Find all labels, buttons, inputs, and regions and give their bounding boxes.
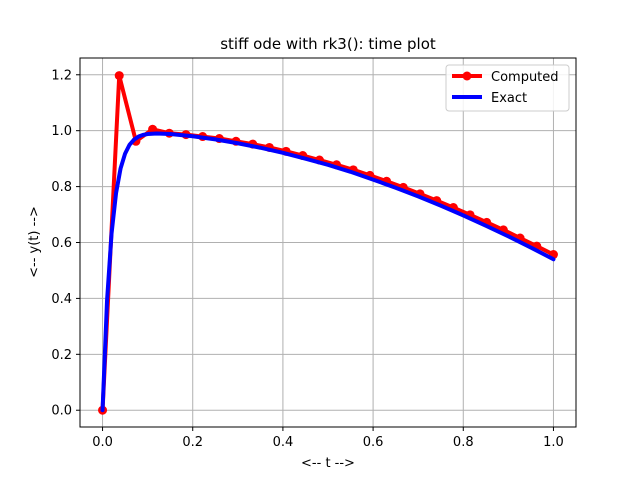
y-tick-label: 0.0 [51, 404, 72, 419]
plot-area [98, 71, 558, 415]
legend-label-computed: Computed [491, 70, 559, 85]
x-tick-label: 0.0 [92, 435, 113, 450]
ticks: 0.0 0.2 0.4 0.6 0.8 1.0 0.0 0.2 0.4 0.6 0.8 1.0 1.2 [51, 68, 563, 450]
legend-marker-computed [462, 71, 472, 81]
y-tick-label: 1.0 [51, 124, 72, 139]
x-tick-label: 0.8 [453, 435, 474, 450]
y-tick-label: 0.2 [51, 348, 72, 363]
x-tick-label: 0.2 [182, 435, 203, 450]
data-point-computed [148, 124, 158, 134]
y-tick-label: 1.2 [51, 68, 72, 83]
legend-label-exact: Exact [491, 91, 527, 106]
legend: Computed Exact [445, 64, 570, 112]
y-tick-label: 0.8 [51, 180, 72, 195]
y-axis-label: <-- y(t) --> [27, 206, 42, 278]
grid [80, 58, 576, 427]
series-line-exact [100, 131, 556, 413]
y-tick-label: 0.6 [51, 236, 72, 251]
x-tick-label: 0.4 [273, 435, 294, 450]
chart-title: stiff ode with rk3(): time plot [220, 35, 436, 53]
y-tick-label: 0.4 [51, 292, 72, 307]
data-point-computed [114, 71, 124, 81]
x-axis-label: <-- t --> [301, 456, 355, 471]
x-tick-label: 1.0 [543, 435, 564, 450]
x-tick-label: 0.6 [363, 435, 384, 450]
